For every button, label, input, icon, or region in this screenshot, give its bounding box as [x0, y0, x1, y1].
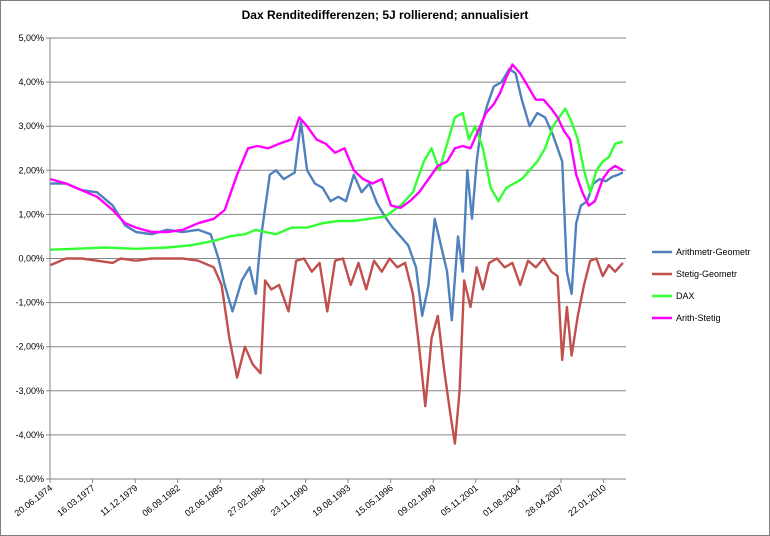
series-lines: [50, 63, 624, 445]
y-tick-label: 4,00%: [18, 77, 44, 87]
chart-title: Dax Renditedifferenzen; 5J rollierend; a…: [241, 8, 529, 22]
x-tick-label: 22.01.2010: [566, 483, 608, 519]
x-tick-label: 23.11.1990: [269, 483, 310, 518]
y-tick-label: 1,00%: [18, 209, 44, 219]
y-tick-label: -1,00%: [15, 298, 44, 308]
gridlines: [50, 37, 626, 480]
legend-label: Arith-Stetig: [676, 313, 721, 323]
x-tick-label: 01.08.2004: [481, 483, 523, 519]
y-tick-label: -4,00%: [15, 430, 44, 440]
y-tick-label: 5,00%: [18, 33, 44, 43]
series-line-3: [50, 63, 624, 234]
y-tick-label: 0,00%: [18, 254, 44, 264]
y-tick-label: 2,00%: [18, 165, 44, 175]
y-tick-label: -5,00%: [15, 474, 44, 484]
series-line-2: [50, 107, 624, 251]
x-tick-label: 11.12.1979: [98, 483, 139, 518]
x-tick-label: 05.11.2001: [439, 483, 480, 518]
x-tick-label: 28.04.2007: [524, 483, 566, 519]
y-tick-label: -2,00%: [15, 342, 44, 352]
x-tick-label: 20.06.1974: [13, 483, 55, 519]
legend: Arithmetr-Geometr Stetig-Geometr DAX Arith-…: [652, 247, 751, 323]
series-line-1: [50, 257, 624, 445]
x-tick-label: 06.09.1982: [140, 483, 182, 519]
legend-label: Arithmetr-Geometr: [676, 247, 751, 257]
legend-label: Stetig-Geometr: [676, 269, 737, 279]
series-line-0: [50, 67, 624, 322]
x-tick-label: 19.08.1993: [311, 483, 353, 519]
x-tick-label: 02.06.1985: [183, 483, 225, 519]
y-tick-label: -3,00%: [15, 386, 44, 396]
legend-label: DAX: [676, 291, 695, 301]
x-tick-label: 15.05.1996: [353, 483, 395, 519]
axes: 5,00% 4,00% 3,00% 2,00% 1,00% 0,00% -1,00% -2,0…: [13, 33, 626, 518]
y-tick-label: 3,00%: [18, 121, 44, 131]
x-tick-label: 16.03.1977: [55, 483, 97, 519]
x-tick-label: 27.02.1988: [226, 483, 268, 519]
x-tick-label: 09.02.1999: [396, 483, 438, 519]
